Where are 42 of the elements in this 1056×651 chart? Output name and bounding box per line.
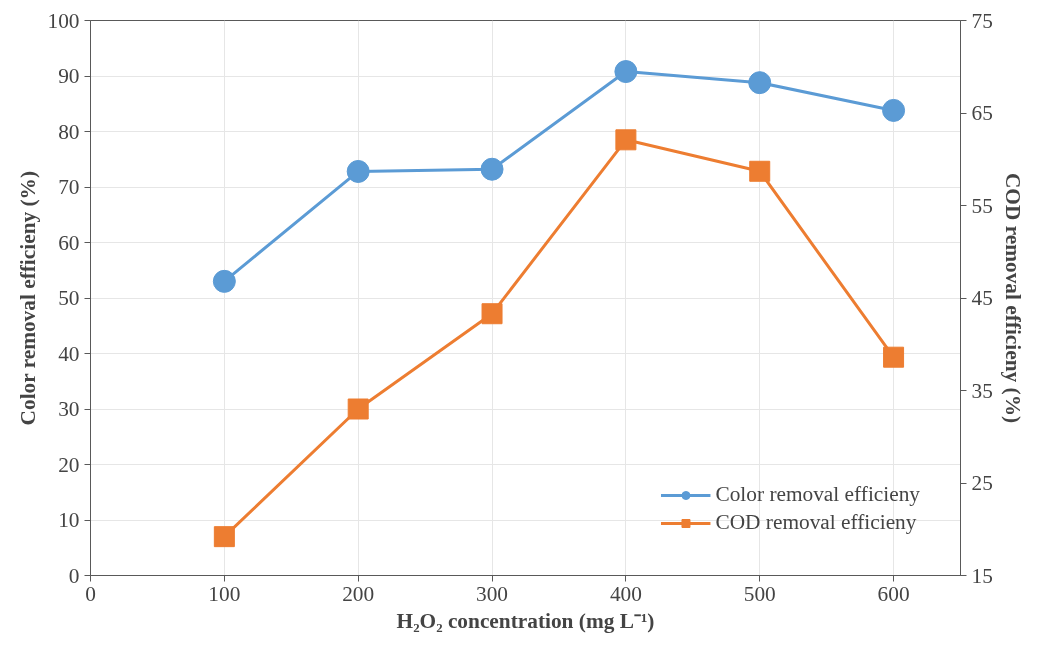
point (614, 60, 638, 84)
x-tick-label: 400 (609, 581, 642, 606)
y-tick-label: 30 (58, 397, 80, 421)
point (213, 526, 235, 548)
y-axis-title: Color removal efficieny (%) (15, 170, 40, 426)
y-tick-label: 40 (58, 341, 80, 366)
point (749, 160, 771, 182)
y-tick-label: 90 (58, 64, 80, 88)
y2-tick-label: 45 (971, 286, 993, 310)
y2-tick-label: 55 (971, 193, 993, 218)
y-tick-label: 0 (68, 563, 80, 588)
y2-tick-label: 35 (971, 378, 993, 403)
point (347, 398, 369, 420)
point (212, 269, 236, 293)
x-tick-label: 500 (743, 581, 776, 606)
x-tick-label: 100 (208, 581, 241, 606)
y2-tick-label: 65 (971, 101, 993, 125)
y2-tick-label: 25 (971, 471, 993, 495)
y2-tick-label: 75 (971, 8, 993, 33)
point (346, 159, 370, 183)
y2-tick-label: 15 (971, 563, 993, 588)
y-tick-label: 10 (58, 508, 80, 532)
point (882, 98, 906, 122)
point (883, 346, 905, 368)
y-tick-label: 70 (58, 175, 80, 199)
y-tick-label: 20 (58, 452, 80, 477)
x-tick-label: 0 (85, 581, 96, 606)
legend-label: COD removal efficieny (715, 510, 917, 535)
point (481, 303, 503, 325)
y-tick-label: 100 (47, 8, 80, 33)
x-tick-label: 600 (877, 581, 910, 606)
point (748, 71, 772, 95)
x-axis-title: H₂O₂ concentration (mg L⁻¹) (396, 608, 655, 633)
y-tick-label: 80 (58, 119, 80, 144)
legend-label: Color removal efficieny (715, 482, 920, 507)
y2-axis-title: COD removal efficieny (%) (1000, 172, 1025, 424)
x-tick-label: 200 (342, 581, 375, 606)
y-tick-label: 60 (58, 230, 80, 255)
point (480, 157, 504, 181)
point (615, 129, 637, 151)
x-tick-label: 300 (476, 581, 509, 606)
y-tick-label: 50 (58, 286, 80, 310)
